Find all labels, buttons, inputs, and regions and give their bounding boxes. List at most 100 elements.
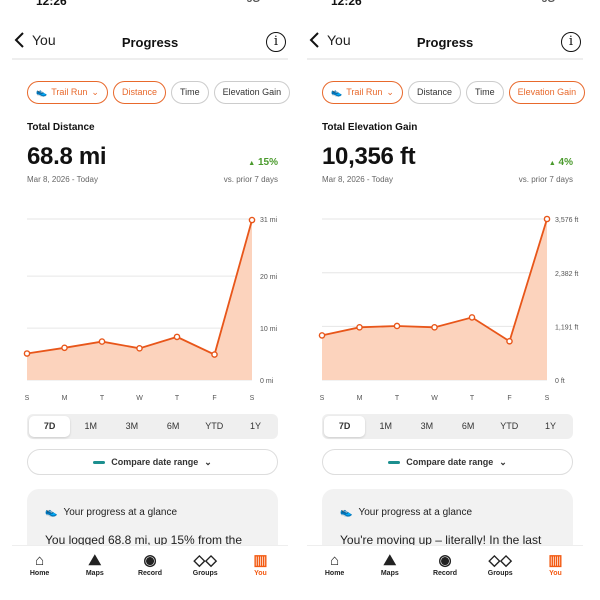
x-tick-label: T [395, 395, 400, 402]
tab-label: Record [432, 570, 458, 577]
x-tick-label: S [320, 395, 325, 402]
range-tab[interactable]: YTD [205, 421, 224, 431]
y-tick-label: 1,191 ft [555, 324, 578, 331]
date-range: Mar 8, 2026 - Today [27, 175, 99, 184]
range-tab[interactable]: 1M [84, 421, 98, 431]
tab-label: Maps [380, 570, 399, 577]
tab-label: Groups [487, 570, 513, 577]
divider [12, 58, 288, 60]
compare-date-range-button[interactable]: Compare date range ⌄ [27, 449, 278, 475]
home-icon: ⌂ [35, 552, 45, 569]
progress-chart: 0 mi 10 mi 20 mi 31 mi S M T W T F S [23, 216, 278, 402]
tab-maps[interactable]: ⛰ Maps [362, 546, 417, 600]
filter-chip[interactable]: Distance [112, 81, 166, 104]
tab-home[interactable]: ⌂ Home [307, 546, 362, 600]
progress-chart: 0 ft 1,191 ft 2,382 ft 3,576 ft S M T W T F S [318, 215, 578, 402]
status-signal: 5G [247, 0, 260, 5]
status-bar: 12:26 5G [295, 0, 595, 10]
status-signal: 5G [542, 0, 555, 5]
bottom-tab-bar: ⌂ Home ⛰ Maps ◉ Record ◇◇ Groups ▥ You [12, 545, 288, 600]
tab-groups[interactable]: ◇◇ Groups [178, 546, 233, 600]
tab-label: Groups [192, 570, 218, 577]
range-tab[interactable]: 3M [420, 421, 434, 431]
range-tab[interactable]: 1M [379, 421, 393, 431]
metric-value: 68.8 mi [27, 143, 107, 170]
data-point [173, 333, 181, 341]
info-icon[interactable]: i [561, 32, 581, 52]
tab-record[interactable]: ◉ Record [122, 546, 177, 600]
data-point [431, 324, 438, 331]
tab-groups[interactable]: ◇◇ Groups [473, 546, 528, 600]
chevron-left-icon [14, 32, 24, 48]
data-point [211, 351, 218, 358]
x-tick-label: S [250, 395, 255, 402]
data-point [61, 344, 68, 352]
tab-record[interactable]: ◉ Record [417, 546, 472, 600]
change-note: vs. prior 7 days [518, 175, 573, 184]
range-tab[interactable]: 1Y [544, 421, 556, 431]
chip-label: Elevation Gain [517, 87, 577, 97]
metric-label: Total Elevation Gain [322, 122, 418, 133]
tab-you[interactable]: ▥ You [233, 546, 288, 600]
back-label: You [32, 32, 56, 48]
status-time: 12:26 [36, 0, 67, 8]
range-tab[interactable]: 7D [29, 416, 71, 437]
tab-label: Record [137, 570, 163, 577]
x-tick-label: T [470, 395, 475, 402]
y-tick-label: 3,576 ft [555, 217, 578, 224]
back-button[interactable]: You [309, 32, 351, 48]
info-icon[interactable]: i [266, 32, 286, 52]
range-tab[interactable]: 7D [324, 416, 366, 437]
x-tick-label: M [357, 395, 363, 402]
range-tab[interactable]: 3M [125, 421, 139, 431]
tab-maps[interactable]: ⛰ Maps [67, 546, 122, 600]
range-tab[interactable]: 1Y [249, 421, 261, 431]
data-point [248, 216, 256, 224]
chip-label: Distance [121, 87, 157, 97]
tab-you[interactable]: ▥ You [528, 546, 583, 600]
x-tick-label: W [136, 395, 143, 402]
card-body: You're moving up – literally! In the las… [340, 533, 542, 547]
range-tab[interactable]: YTD [500, 421, 519, 431]
data-point [356, 324, 363, 331]
chip-label: Elevation Gain [222, 87, 282, 97]
tab-home[interactable]: ⌂ Home [12, 546, 67, 600]
data-point [318, 332, 326, 339]
filter-chip[interactable]: Elevation Gain [508, 81, 586, 104]
area-fill [322, 219, 547, 380]
tab-label: You [254, 570, 267, 577]
divider [307, 58, 583, 60]
arrow-up-icon: ▲ [248, 160, 256, 167]
change-badge: ▲ 15% [248, 157, 278, 168]
data-point [98, 338, 106, 345]
x-tick-label: W [431, 395, 438, 402]
filter-chip[interactable]: 👟 Trail Run ⌄ [27, 81, 108, 104]
compare-label: Compare date range [406, 457, 494, 467]
arrow-up-icon: ▲ [548, 160, 556, 167]
maps-icon: ⛰ [383, 552, 397, 569]
compare-date-range-button[interactable]: Compare date range ⌄ [322, 449, 573, 475]
record-icon: ◉ [438, 552, 452, 569]
filter-chip[interactable]: Time [170, 81, 209, 104]
trail-run-shoe-icon: 👟 [36, 87, 48, 97]
range-tab[interactable]: 6M [461, 421, 475, 431]
phone-screen-2: 12:265G You Progress i 👟Trail Run⌄Distan… [295, 0, 595, 600]
filter-chip[interactable]: 👟 Trail Run ⌄ [322, 81, 403, 104]
x-tick-label: S [25, 395, 30, 402]
data-point [468, 314, 476, 321]
x-tick-label: M [62, 395, 68, 402]
range-tab[interactable]: 6M [166, 421, 180, 431]
chip-label: Time [179, 87, 200, 97]
x-tick-label: F [507, 395, 511, 402]
back-button[interactable]: You [14, 32, 56, 48]
filter-chip[interactable]: Elevation Gain [213, 81, 291, 104]
status-bar: 12:26 5G [0, 0, 300, 10]
filter-chip[interactable]: Time [465, 81, 504, 104]
y-tick-label: 20 mi [260, 274, 278, 281]
tab-label: You [549, 570, 562, 577]
x-tick-label: S [545, 395, 550, 402]
x-tick-label: F [212, 395, 216, 402]
page-title: Progress [416, 35, 474, 50]
data-point [506, 337, 513, 345]
filter-chip[interactable]: Distance [407, 81, 461, 104]
